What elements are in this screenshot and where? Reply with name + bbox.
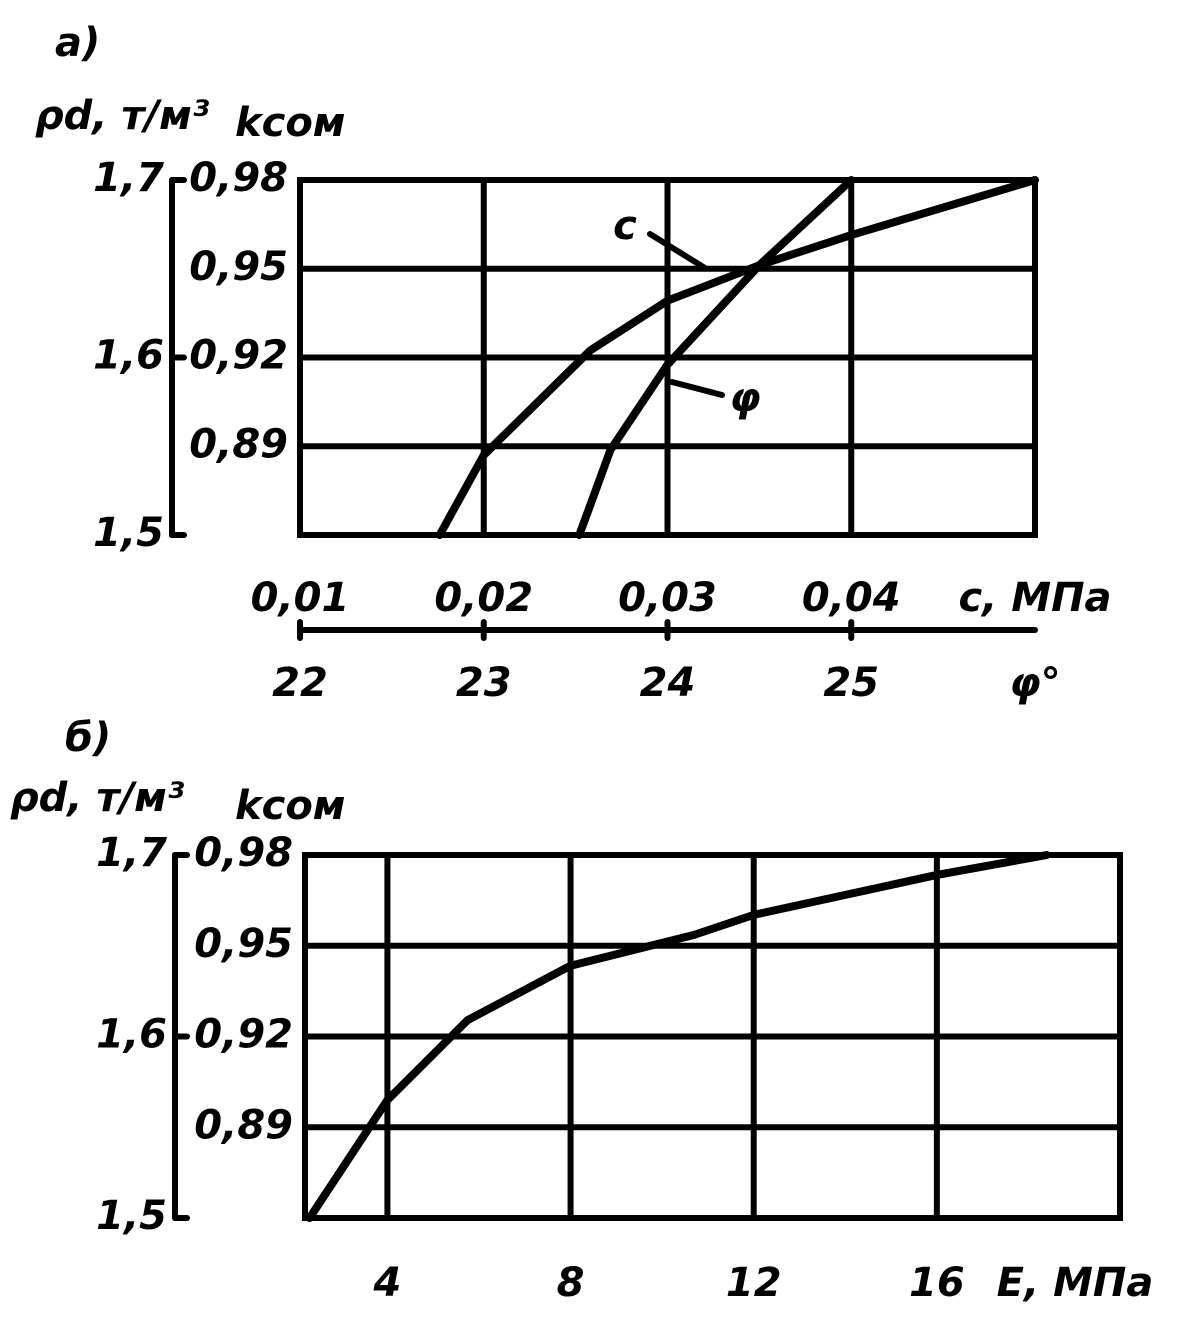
data-line [575, 176, 856, 539]
y2-tick-label: 0,89 [189, 421, 288, 467]
y2-axis-label: kсом [235, 783, 346, 829]
y-tick-label: 1,5 [93, 510, 164, 556]
x2-tick-label: 22 [272, 660, 328, 706]
y-tick-label: 1,6 [96, 1012, 167, 1058]
x-tick-label: 4 [372, 1260, 401, 1306]
x-tick-label: 0,02 [434, 575, 533, 621]
x2-tick-label: 23 [456, 660, 512, 706]
x-tick-label: 12 [726, 1260, 782, 1306]
series-label: c [613, 203, 637, 249]
chart-title: б) [65, 715, 111, 761]
x-axis-label: c, МПа [958, 575, 1111, 621]
y2-tick-label: 0,95 [194, 921, 293, 967]
y-tick-label: 1,5 [96, 1193, 167, 1239]
x-axis-label: E, МПа [997, 1260, 1154, 1306]
y2-tick-label: 0,92 [189, 333, 288, 379]
y2-tick-label: 0,89 [194, 1102, 293, 1148]
x2-axis-label: φ° [1009, 660, 1060, 706]
y2-tick-label: 0,98 [189, 155, 288, 201]
y-tick-label: 1,7 [96, 830, 167, 876]
y-tick-label: 1,6 [93, 333, 164, 379]
data-line [435, 176, 1039, 539]
x-tick-label: 0,03 [618, 575, 717, 621]
x2-tick-label: 24 [640, 660, 696, 706]
x-tick-label: 0,01 [251, 575, 350, 621]
x-tick-label: 8 [557, 1260, 585, 1306]
series-label: φ [729, 375, 760, 421]
y-axis-label: ρd, т/м³ [35, 93, 210, 139]
y2-axis-label: kсом [235, 100, 346, 146]
chart-title: а) [55, 20, 100, 66]
y2-tick-label: 0,92 [194, 1012, 293, 1058]
x2-tick-label: 25 [823, 660, 879, 706]
leader-line [647, 231, 708, 271]
y-tick-label: 1,7 [93, 155, 164, 201]
y-axis-label: ρd, т/м³ [10, 775, 185, 821]
x-tick-label: 0,04 [802, 575, 901, 621]
leader-line [669, 379, 725, 398]
y2-tick-label: 0,95 [189, 244, 288, 290]
data-line [305, 851, 1051, 1222]
y2-tick-label: 0,98 [194, 830, 293, 876]
x-tick-label: 16 [909, 1260, 965, 1306]
